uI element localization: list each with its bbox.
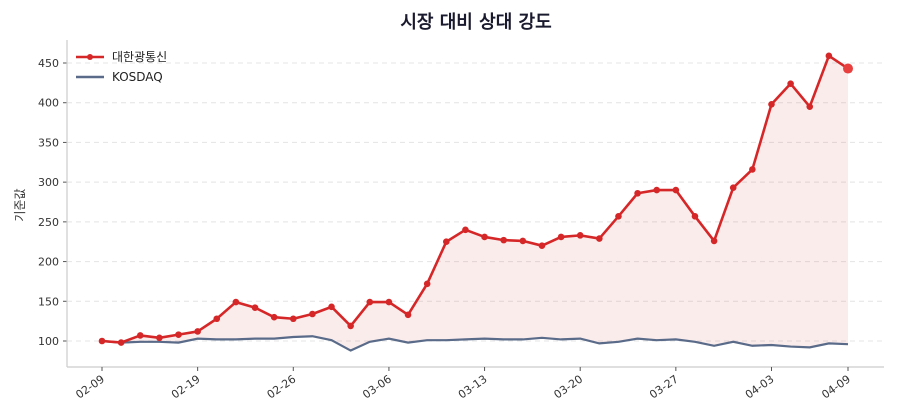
stock-point [289,315,297,323]
stock-point [519,237,527,245]
x-tick-label: 04-09 [819,373,853,402]
stock-point [691,212,699,220]
stock-point [385,298,393,306]
kosdaq-line [101,335,849,352]
y-tick-label: 350 [38,136,59,149]
legend-label-series-1: 대한광통신 [112,50,167,64]
stock-point [596,235,603,242]
stock-point [500,236,507,244]
stock-point [768,101,775,108]
stock-point [634,189,641,197]
x-tick-label: 02-19 [169,373,203,402]
stock-point [213,315,221,323]
stock-point [557,233,565,241]
stock-point [270,313,278,321]
stock-point [806,103,814,110]
stock-point [175,331,182,338]
y-axis-label: 기준값 [13,188,27,221]
y-tick-label: 200 [38,256,59,269]
stock-point [251,304,259,311]
stock-point [710,237,718,245]
legend-label-series-2: KOSDAQ [112,70,163,84]
stock-line [101,54,849,344]
x-tick-label: 03-27 [647,373,681,402]
legend: 대한광통신 KOSDAQ [76,50,167,84]
stock-point [462,226,469,234]
stock-point [538,242,546,249]
y-tick-label: 450 [38,57,59,70]
stock-point [309,310,316,318]
stock-point [825,52,833,60]
stock-point [749,166,756,173]
stock-point [481,233,488,241]
stock-point [232,298,240,306]
series-lines [98,52,853,352]
stock-point [443,238,450,246]
stock-point [136,332,144,339]
stock-point [194,328,201,335]
y-tick-label: 150 [38,295,59,308]
stock-point [576,232,584,239]
outperformance-area [102,55,848,351]
y-tick-label: 400 [38,97,59,110]
stock-point [366,298,374,306]
legend-marker-series-1 [87,54,93,60]
stock-point [672,186,680,194]
stock-last-point [843,63,853,74]
y-tick-label: 100 [38,335,59,348]
x-tick-label: 03-06 [360,373,394,402]
stock-point [423,280,431,288]
stock-point [117,339,125,346]
stock-point [787,80,794,87]
area-fill [102,55,848,351]
x-tick-label: 03-13 [456,373,490,402]
stock-point [615,212,622,220]
chart-title: 시장 대비 상대 강도 [400,12,551,33]
stock-point [653,186,661,194]
y-tick-label: 300 [38,176,59,189]
y-tick-label: 250 [38,216,59,229]
x-tick-label: 03-20 [552,373,586,402]
stock-point [729,184,737,192]
x-tick-label: 02-26 [265,373,299,402]
stock-point [347,322,354,330]
stock-point [328,303,335,311]
x-tick-label: 04-03 [743,373,777,402]
stock-point [98,337,106,345]
x-tick-label: 02-09 [73,373,107,402]
stock-point [156,334,163,342]
grid [67,62,884,342]
stock-point [404,311,412,319]
